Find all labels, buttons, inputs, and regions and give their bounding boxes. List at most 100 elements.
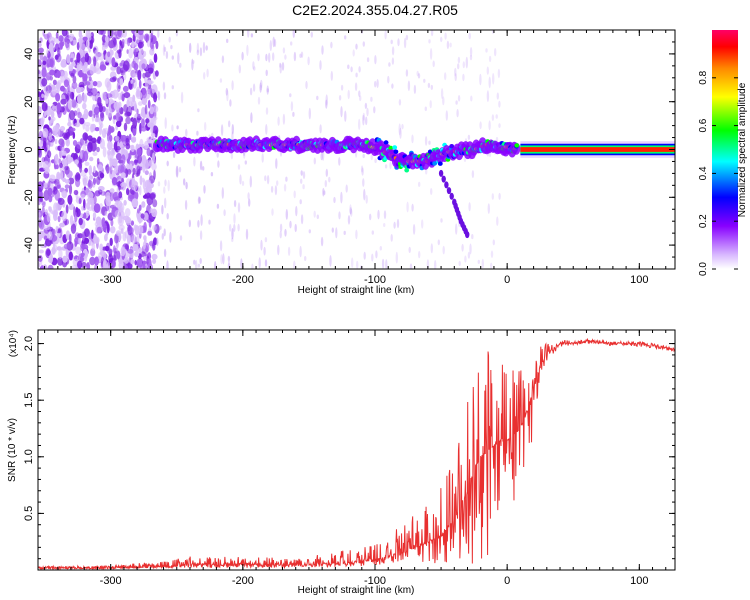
faint-mark — [350, 208, 353, 217]
faint-mark — [300, 214, 304, 225]
faint-mark — [188, 219, 191, 228]
faint-mark — [340, 191, 343, 204]
noise-mark — [139, 175, 143, 186]
faint-mark — [430, 30, 434, 37]
faint-mark — [479, 73, 482, 86]
chart-title: C2E2.2024.355.04.27.R05 — [292, 2, 458, 18]
faint-mark — [381, 258, 385, 269]
noise-mark — [97, 30, 104, 35]
faint-mark — [428, 39, 431, 44]
faint-mark — [417, 73, 421, 79]
faint-mark — [423, 78, 426, 83]
faint-mark — [329, 255, 332, 267]
faint-mark — [244, 160, 247, 165]
noise-mark — [76, 52, 81, 63]
x-tick-label: -200 — [232, 575, 254, 587]
faint-mark — [161, 233, 164, 240]
faint-mark — [498, 123, 501, 128]
noise-mark — [90, 123, 94, 133]
faint-mark — [371, 230, 374, 235]
y-tick-label: 0.5 — [23, 506, 35, 521]
noise-mark — [114, 209, 122, 218]
noise-mark — [47, 187, 53, 197]
faint-mark — [490, 262, 493, 269]
faint-mark — [398, 123, 401, 136]
faint-mark — [258, 257, 261, 269]
faint-mark — [374, 55, 377, 65]
noise-mark — [42, 128, 49, 138]
faint-mark — [457, 95, 461, 102]
faint-mark — [469, 47, 473, 57]
faint-mark — [365, 116, 368, 126]
noise-mark — [113, 37, 117, 46]
noise-mark — [143, 235, 147, 241]
noise-mark — [50, 118, 54, 124]
noise-mark — [93, 234, 97, 244]
noise-mark — [142, 241, 146, 250]
faint-mark — [163, 186, 166, 194]
snr-frame — [37, 329, 676, 571]
faint-mark — [344, 35, 347, 40]
noise-mark — [137, 113, 141, 119]
noise-mark — [136, 35, 140, 44]
noise-mark — [127, 96, 134, 103]
tone-mark — [388, 145, 394, 151]
noise-mark — [147, 99, 151, 109]
faint-mark — [323, 190, 326, 195]
faint-mark — [300, 178, 303, 184]
noise-mark — [41, 205, 45, 216]
faint-mark — [307, 56, 310, 66]
noise-mark — [61, 158, 67, 166]
noise-mark — [151, 208, 158, 218]
noise-mark — [149, 106, 154, 115]
noise-mark — [152, 258, 157, 264]
faint-mark — [425, 168, 428, 175]
noise-mark — [96, 158, 100, 165]
faint-mark — [196, 42, 200, 54]
faint-mark — [203, 185, 206, 194]
noise-mark — [119, 78, 124, 86]
faint-mark — [430, 84, 433, 90]
faint-mark — [293, 260, 296, 269]
noise-mark — [112, 76, 117, 81]
noise-mark — [89, 175, 94, 180]
noise-mark — [130, 227, 134, 234]
faint-mark — [271, 208, 274, 216]
faint-mark — [228, 120, 231, 128]
faint-mark — [261, 153, 264, 163]
faint-mark — [362, 41, 365, 47]
noise-mark — [136, 258, 144, 268]
noise-mark — [110, 192, 114, 202]
faint-mark — [471, 234, 474, 240]
faint-mark — [358, 118, 361, 131]
y-tick-label: 0 — [23, 146, 35, 152]
noise-mark — [46, 52, 52, 59]
noise-mark — [141, 87, 148, 99]
noise-mark — [60, 171, 64, 181]
faint-mark — [265, 53, 268, 62]
faint-mark — [237, 223, 240, 232]
noise-mark — [139, 47, 144, 55]
faint-mark — [469, 54, 473, 61]
noise-mark — [42, 160, 50, 172]
faint-mark — [351, 257, 354, 269]
noise-mark — [93, 203, 101, 214]
noise-mark — [137, 30, 144, 36]
noise-mark — [107, 107, 113, 118]
faint-mark — [416, 70, 419, 77]
faint-mark — [366, 107, 369, 117]
noise-mark — [87, 199, 95, 205]
faint-mark — [163, 92, 167, 100]
faint-mark — [362, 114, 365, 126]
noise-mark — [109, 134, 113, 142]
faint-mark — [397, 38, 400, 47]
faint-mark — [241, 51, 244, 61]
faint-mark — [264, 175, 267, 182]
faint-mark — [292, 111, 295, 117]
colorbar-tick-label: 0.8 — [698, 70, 709, 84]
noise-mark — [144, 104, 148, 115]
faint-mark — [167, 179, 170, 192]
noise-mark — [38, 70, 41, 75]
noise-mark — [151, 253, 158, 260]
faint-mark — [229, 224, 232, 232]
